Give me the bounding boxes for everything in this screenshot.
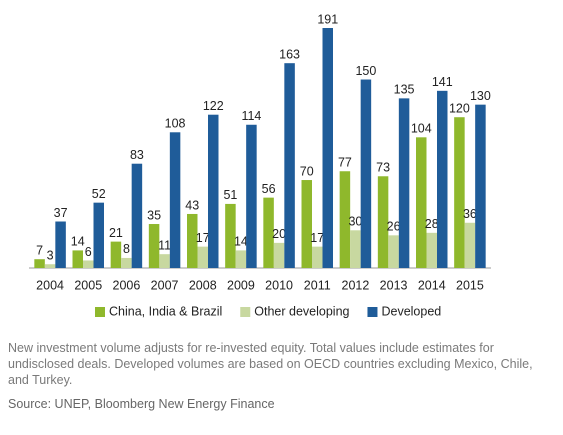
bar: [312, 246, 323, 268]
legend-label: Other developing: [254, 304, 349, 318]
data-label: 135: [394, 83, 415, 97]
bar: [350, 230, 361, 268]
bar: [246, 124, 257, 268]
data-label: 83: [130, 148, 144, 162]
data-label: 104: [411, 122, 432, 136]
bar: [339, 171, 351, 268]
x-tick-label: 2012: [342, 278, 370, 292]
data-label: 14: [234, 235, 248, 249]
bar: [197, 246, 208, 268]
legend-label: Developed: [381, 304, 441, 318]
bar: [398, 98, 410, 269]
bar: [360, 79, 372, 268]
bar: [273, 242, 285, 268]
data-label: 14: [71, 235, 85, 249]
x-tick-label: 2009: [227, 278, 255, 292]
data-label: 56: [262, 182, 276, 196]
bar: [34, 259, 45, 268]
bar: [110, 241, 122, 268]
x-tick-label: 2014: [418, 278, 446, 292]
x-tick-label: 2007: [151, 278, 179, 292]
bar: [475, 104, 486, 268]
data-label: 191: [317, 12, 338, 26]
x-tick-label: 2008: [189, 278, 217, 292]
data-label: 120: [449, 102, 470, 116]
bar: [208, 114, 219, 268]
data-label: 52: [92, 187, 106, 201]
data-label: 17: [310, 231, 324, 245]
legend-swatch: [95, 307, 105, 317]
bar: [93, 202, 104, 268]
x-tick-label: 2015: [456, 278, 484, 292]
data-label: 30: [348, 215, 362, 229]
data-label: 7: [36, 244, 43, 258]
legend-label: China, India & Brazil: [109, 304, 222, 318]
data-label: 3: [47, 249, 54, 263]
data-label: 122: [203, 99, 224, 113]
data-label: 141: [432, 75, 453, 89]
bar: [159, 254, 170, 268]
data-label: 73: [376, 161, 390, 175]
bar: [301, 180, 312, 268]
source: Source: UNEP, Bloomberg New Energy Finan…: [8, 397, 275, 411]
legend-swatch: [367, 307, 378, 317]
bar: [377, 176, 389, 268]
legend-swatch: [240, 307, 251, 317]
data-label: 35: [147, 208, 161, 222]
bar: [225, 203, 236, 268]
bar: [131, 163, 143, 268]
bar: [44, 264, 56, 268]
bar: [426, 232, 437, 268]
bar: [148, 224, 160, 268]
x-tick-label: 2005: [74, 278, 102, 292]
data-label: 70: [300, 164, 314, 178]
bar: [322, 28, 333, 268]
data-label: 43: [185, 198, 199, 212]
bar: [72, 250, 83, 268]
data-label: 37: [54, 206, 68, 220]
data-label: 163: [279, 47, 300, 61]
bar: [263, 197, 274, 268]
x-tick-label: 2011: [304, 278, 331, 292]
data-label: 28: [425, 217, 439, 231]
data-label: 51: [223, 188, 237, 202]
data-label: 150: [355, 64, 376, 78]
data-label: 114: [241, 109, 261, 123]
data-label: 108: [165, 117, 186, 131]
bar: [121, 257, 132, 268]
bar: [83, 260, 94, 268]
x-tick-label: 2010: [265, 278, 293, 292]
bar: [187, 213, 198, 268]
footnote: New investment volume adjusts for re-inv…: [8, 341, 533, 387]
x-tick-label: 2006: [113, 278, 141, 292]
data-label: 8: [123, 242, 130, 256]
data-label: 26: [387, 220, 401, 234]
x-tick-label: 2013: [380, 278, 408, 292]
x-tick-label: 2004: [36, 278, 64, 292]
bar: [437, 90, 448, 268]
bar: [235, 250, 247, 268]
bar: [55, 221, 66, 268]
data-label: 6: [85, 245, 92, 259]
data-label: 17: [196, 231, 210, 245]
data-label: 77: [338, 156, 352, 170]
bar: [388, 235, 399, 268]
data-label: 11: [158, 238, 171, 252]
bar: [416, 137, 427, 268]
data-label: 20: [272, 227, 286, 241]
bar: [454, 117, 465, 268]
data-label: 21: [109, 226, 123, 240]
data-label: 36: [463, 207, 477, 221]
bar: [169, 132, 181, 268]
data-label: 130: [470, 89, 491, 103]
bar: [284, 63, 295, 269]
bar: [464, 222, 476, 268]
